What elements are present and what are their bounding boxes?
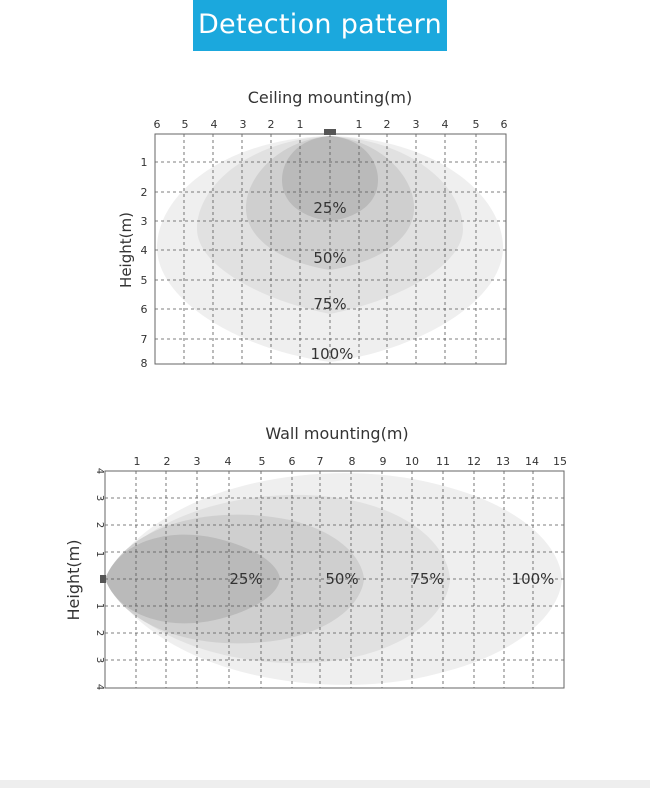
ceiling-y-tick: 1	[141, 156, 148, 169]
wall-y-axis-label: Height(m)	[64, 540, 83, 621]
wall-x-tick: 9	[380, 455, 387, 468]
ceiling-y-tick: 7	[141, 333, 148, 346]
wall-y-tick: 4	[94, 684, 105, 690]
ceiling-zone-label-50: 50%	[313, 249, 346, 267]
wall-y-tick: 1	[94, 551, 105, 557]
wall-chart-title: Wall mounting(m)	[265, 424, 409, 443]
ceiling-y-tick: 4	[141, 244, 148, 257]
ceiling-y-tick: 6	[141, 303, 148, 316]
wall-x-tick: 3	[194, 455, 201, 468]
wall-y-tick: 4	[94, 468, 105, 474]
wall-zone-label-25: 25%	[229, 570, 262, 588]
wall-x-tick: 2	[164, 455, 171, 468]
wall-x-tick: 15	[553, 455, 567, 468]
wall-x-tick: 1	[134, 455, 141, 468]
ceiling-x-tick: 6	[501, 118, 508, 131]
wall-y-tick: 2	[94, 630, 105, 636]
wall-x-tick: 13	[496, 455, 510, 468]
wall-x-tick: 8	[349, 455, 356, 468]
wall-x-tick: 7	[317, 455, 324, 468]
wall-x-tick: 14	[525, 455, 539, 468]
wall-zone-label-50: 50%	[325, 570, 358, 588]
ceiling-x-tick: 5	[473, 118, 480, 131]
wall-x-tick: 11	[436, 455, 450, 468]
wall-x-tick: 12	[467, 455, 481, 468]
ceiling-y-axis-label: Height(m)	[117, 212, 135, 288]
ceiling-y-tick: 2	[141, 186, 148, 199]
ceiling-chart-title: Ceiling mounting(m)	[247, 88, 413, 107]
ceiling-x-tick: 2	[268, 118, 275, 131]
wall-y-tick: 3	[94, 495, 105, 501]
wall-x-tick: 5	[259, 455, 266, 468]
section-title: Detection pattern	[197, 9, 443, 40]
ceiling-y-tick: 5	[141, 274, 148, 287]
wall-zone-label-75: 75%	[410, 570, 443, 588]
wall-y-tick: 1	[94, 603, 105, 609]
ceiling-x-tick: 1	[297, 118, 304, 131]
wall-zone-label-100: 100%	[512, 570, 555, 588]
wall-x-tick: 10	[405, 455, 419, 468]
wall-zone-25	[105, 534, 280, 624]
ceiling-x-tick: 6	[154, 118, 161, 131]
ceiling-y-tick: 3	[141, 215, 148, 228]
ceiling-x-tick: 3	[413, 118, 420, 131]
ceiling-zone-label-100: 100%	[311, 345, 354, 363]
ceiling-zone-label-25: 25%	[313, 199, 346, 217]
wall-x-tick: 6	[289, 455, 296, 468]
ceiling-zone-label-75: 75%	[313, 295, 346, 313]
ceiling-y-tick: 8	[141, 357, 148, 370]
ceiling-x-tick: 5	[182, 118, 189, 131]
ceiling-x-tick: 4	[442, 118, 449, 131]
page-footer-bar	[0, 780, 650, 788]
ceiling-x-tick: 4	[211, 118, 218, 131]
wall-y-tick: 2	[94, 522, 105, 528]
section-title-banner: Detection pattern	[193, 0, 447, 51]
ceiling-x-tick: 2	[384, 118, 391, 131]
wall-x-tick: 4	[225, 455, 232, 468]
ceiling-x-tick: 1	[356, 118, 363, 131]
ceiling-x-tick: 3	[240, 118, 247, 131]
ceiling-sensor-icon	[324, 129, 336, 135]
wall-sensor-icon	[100, 575, 106, 583]
wall-y-tick: 3	[94, 657, 105, 663]
